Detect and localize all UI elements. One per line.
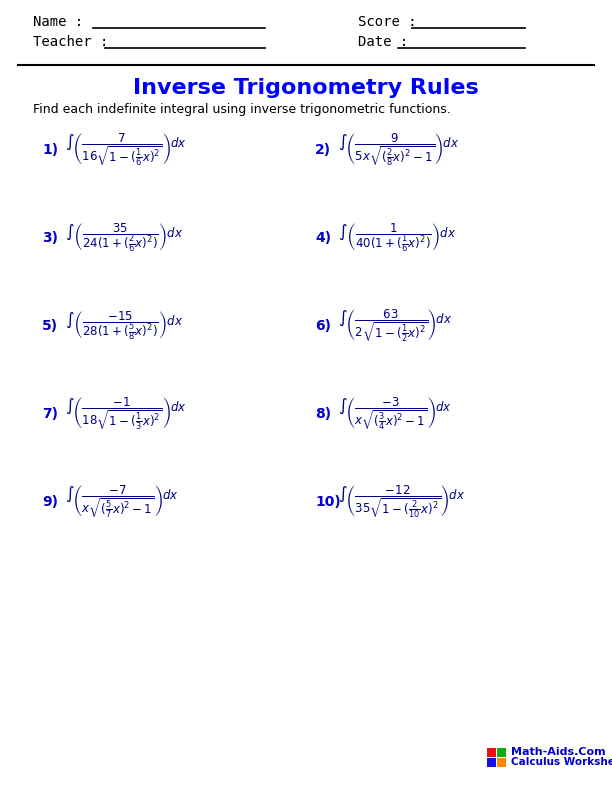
Text: 4): 4) bbox=[315, 231, 331, 245]
Text: $\int \left(\dfrac{-3}{x\sqrt{(\frac{3}{4}x)^2-1}}\right)dx$: $\int \left(\dfrac{-3}{x\sqrt{(\frac{3}{… bbox=[338, 395, 452, 432]
Bar bbox=[497, 758, 506, 767]
Text: 6): 6) bbox=[315, 319, 331, 333]
Text: Inverse Trigonometry Rules: Inverse Trigonometry Rules bbox=[133, 78, 479, 98]
Bar bbox=[487, 748, 496, 757]
Text: 1): 1) bbox=[42, 143, 58, 157]
Text: $\int \left(\dfrac{-1}{18\sqrt{1-(\frac{1}{3}x)^2}}\right)dx$: $\int \left(\dfrac{-1}{18\sqrt{1-(\frac{… bbox=[65, 395, 187, 432]
Text: $\int \left(\dfrac{-12}{35\sqrt{1-(\frac{2}{10}x)^2}}\right)dx$: $\int \left(\dfrac{-12}{35\sqrt{1-(\frac… bbox=[338, 483, 465, 520]
Text: Date :: Date : bbox=[358, 35, 408, 49]
Text: $\int \left(\dfrac{7}{16\sqrt{1-(\frac{1}{6}x)^2}}\right)dx$: $\int \left(\dfrac{7}{16\sqrt{1-(\frac{1… bbox=[65, 131, 187, 169]
Text: $\int \left(\dfrac{9}{5x\sqrt{(\frac{2}{8}x)^2-1}}\right)dx$: $\int \left(\dfrac{9}{5x\sqrt{(\frac{2}{… bbox=[338, 131, 460, 169]
Text: $\int \left(\dfrac{-15}{28(1+(\frac{5}{8}x)^2)}\right)dx$: $\int \left(\dfrac{-15}{28(1+(\frac{5}{8… bbox=[65, 310, 183, 342]
Text: Score :: Score : bbox=[358, 15, 417, 29]
Text: Name :: Name : bbox=[33, 15, 83, 29]
Text: $\int \left(\dfrac{-7}{x\sqrt{(\frac{5}{7}x)^2-1}}\right)dx$: $\int \left(\dfrac{-7}{x\sqrt{(\frac{5}{… bbox=[65, 483, 179, 520]
Text: $\int \left(\dfrac{35}{24(1+(\frac{2}{6}x)^2)}\right)dx$: $\int \left(\dfrac{35}{24(1+(\frac{2}{6}… bbox=[65, 222, 183, 254]
Text: Calculus Worksheets: Calculus Worksheets bbox=[511, 757, 612, 767]
Text: Math-Aids.Com: Math-Aids.Com bbox=[511, 747, 606, 757]
Text: 10): 10) bbox=[315, 495, 341, 509]
Text: 9): 9) bbox=[42, 495, 58, 509]
Text: $\int \left(\dfrac{1}{40(1+(\frac{1}{6}x)^2)}\right)dx$: $\int \left(\dfrac{1}{40(1+(\frac{1}{6}x… bbox=[338, 222, 457, 254]
Text: $\int \left(\dfrac{63}{2\sqrt{1-(\frac{1}{2}x)^2}}\right)dx$: $\int \left(\dfrac{63}{2\sqrt{1-(\frac{1… bbox=[338, 307, 452, 345]
Text: 5): 5) bbox=[42, 319, 58, 333]
Text: 8): 8) bbox=[315, 407, 331, 421]
Bar bbox=[497, 748, 506, 757]
Text: Teacher :: Teacher : bbox=[33, 35, 108, 49]
Text: 7): 7) bbox=[42, 407, 58, 421]
Bar bbox=[487, 758, 496, 767]
Text: 3): 3) bbox=[42, 231, 58, 245]
Text: 2): 2) bbox=[315, 143, 331, 157]
Text: Find each indefinite integral using inverse trigonometric functions.: Find each indefinite integral using inve… bbox=[33, 104, 451, 116]
